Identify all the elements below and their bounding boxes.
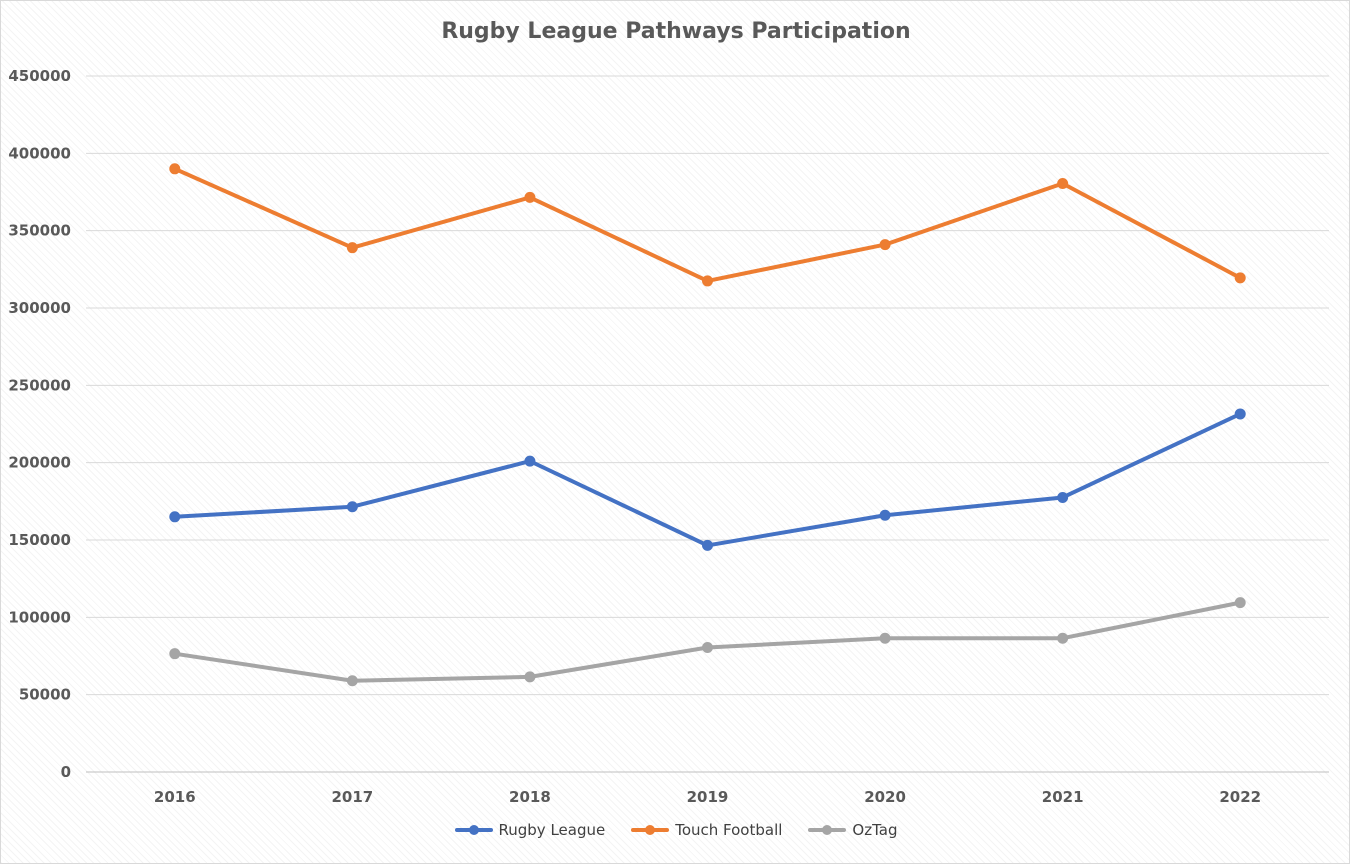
y-tick-label: 0 bbox=[61, 763, 71, 781]
data-point-oztag bbox=[346, 675, 358, 687]
x-tick-label: 2022 bbox=[1219, 788, 1261, 806]
data-point-rugby-league bbox=[702, 539, 713, 551]
data-point-oztag bbox=[169, 648, 181, 660]
legend-swatch-marker bbox=[645, 825, 656, 835]
data-point-oztag bbox=[524, 671, 536, 683]
legend: Rugby League Touch Football OzTag bbox=[1, 821, 1350, 839]
y-tick-label: 300000 bbox=[8, 299, 71, 317]
data-point-touch-football bbox=[169, 163, 181, 175]
series-line-oztag bbox=[172, 600, 1243, 683]
legend-label: OzTag bbox=[852, 821, 898, 839]
y-tick-label: 100000 bbox=[8, 608, 71, 626]
legend-swatch-marker bbox=[822, 825, 833, 835]
y-tick-label: 150000 bbox=[8, 531, 71, 549]
y-tick-label: 400000 bbox=[8, 144, 71, 162]
legend-label: Touch Football bbox=[675, 821, 783, 839]
data-point-oztag bbox=[702, 641, 713, 653]
legend-item-touch-football: Touch Football bbox=[631, 821, 782, 839]
series-line-rugby-league bbox=[172, 411, 1243, 548]
y-tick-label: 50000 bbox=[19, 686, 71, 704]
x-tick-label: 2017 bbox=[331, 788, 373, 806]
data-point-touch-football bbox=[1234, 272, 1246, 284]
data-point-touch-football bbox=[702, 275, 713, 287]
legend-swatch-touch-football bbox=[631, 825, 670, 835]
series-line-touch-football bbox=[172, 166, 1243, 283]
data-point-oztag bbox=[1057, 632, 1069, 644]
data-point-rugby-league bbox=[1234, 408, 1246, 420]
legend-swatch-rugby-league bbox=[454, 825, 493, 835]
data-point-rugby-league bbox=[524, 455, 536, 467]
legend-swatch-oztag bbox=[808, 825, 847, 835]
legend-swatch-marker bbox=[468, 825, 479, 835]
data-point-touch-football bbox=[879, 239, 891, 251]
x-tick-label: 2019 bbox=[687, 788, 729, 806]
y-tick-label: 200000 bbox=[8, 454, 71, 472]
data-point-touch-football bbox=[1057, 177, 1069, 189]
data-point-oztag bbox=[1234, 597, 1246, 609]
data-point-rugby-league bbox=[1057, 491, 1069, 503]
data-point-rugby-league bbox=[346, 501, 358, 513]
legend-label: Rugby League bbox=[498, 821, 606, 839]
legend-item-rugby-league: Rugby League bbox=[454, 821, 606, 839]
x-tick-label: 2021 bbox=[1042, 788, 1084, 806]
y-tick-label: 350000 bbox=[8, 222, 71, 240]
y-tick-label: 450000 bbox=[8, 67, 71, 85]
chart-title: Rugby League Pathways Participation bbox=[441, 19, 911, 44]
y-tick-label: 250000 bbox=[8, 376, 71, 394]
x-tick-label: 2018 bbox=[509, 788, 551, 806]
x-tick-label: 2020 bbox=[864, 788, 906, 806]
data-point-oztag bbox=[879, 632, 891, 644]
data-point-touch-football bbox=[346, 242, 358, 254]
x-tick-label: 2016 bbox=[154, 788, 196, 806]
legend-item-oztag: OzTag bbox=[808, 821, 898, 839]
data-point-touch-football bbox=[524, 191, 536, 203]
data-point-rugby-league bbox=[879, 509, 891, 521]
data-point-rugby-league bbox=[169, 511, 181, 523]
